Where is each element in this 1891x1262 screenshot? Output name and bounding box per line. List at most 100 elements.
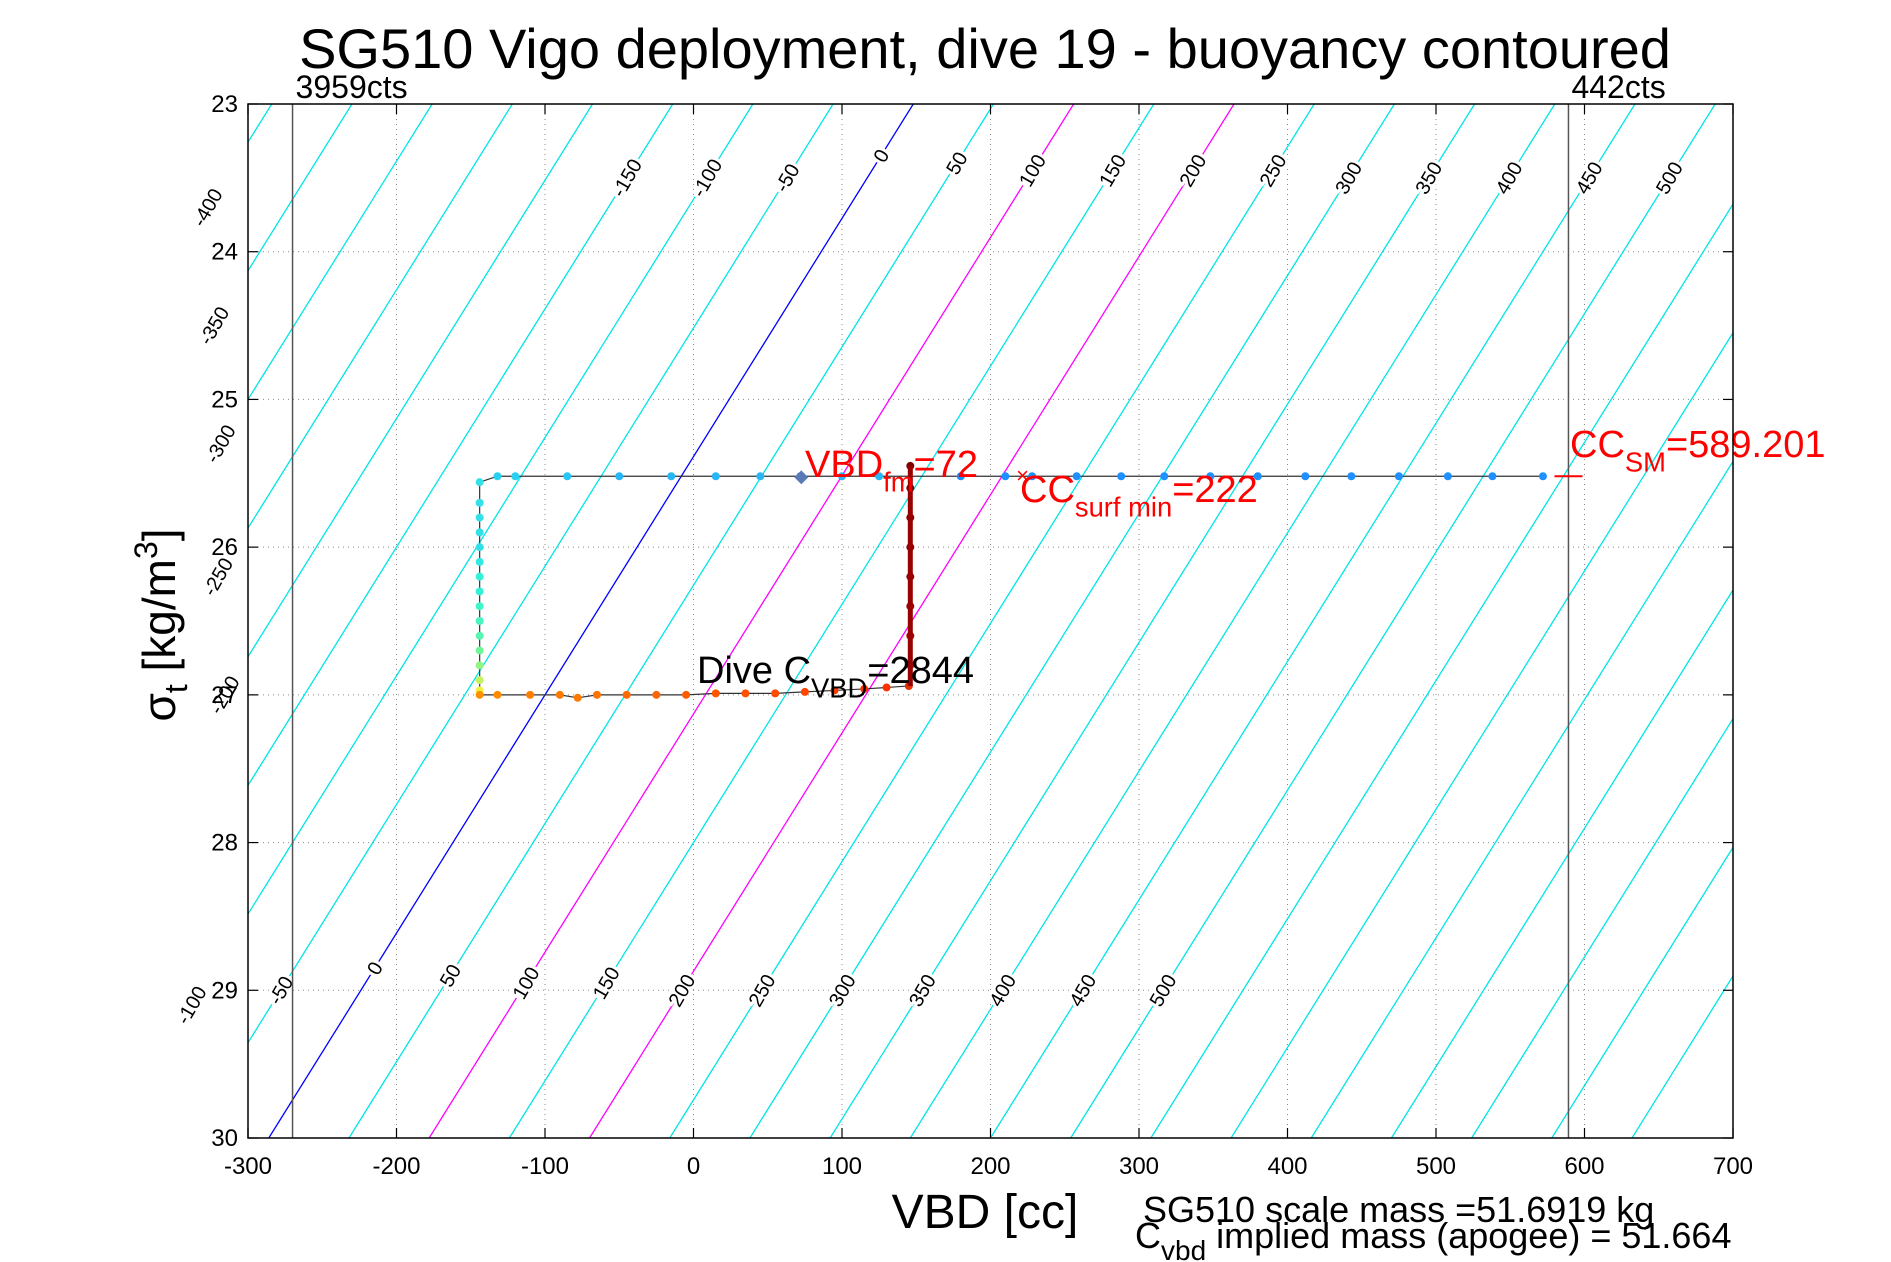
cc-surf-min-label-value: =222: [1172, 469, 1258, 511]
dive-cvbd-label-value: =2844: [867, 650, 974, 692]
contour-line: [1310, 460, 1733, 1138]
x-tick-label: -100: [521, 1153, 569, 1180]
dive-trace-point: [475, 513, 484, 522]
implied-mass-rest: implied mass (apogee) = 51.664: [1206, 1215, 1731, 1256]
x-tick-label: 500: [1416, 1153, 1456, 1180]
x-tick-label: 400: [1267, 1153, 1307, 1180]
dive-trace-point: [1347, 472, 1356, 481]
contour-line: [1230, 331, 1733, 1138]
x-tick-label: 300: [1119, 1153, 1159, 1180]
contour-line: [248, 104, 513, 530]
contour-line: [248, 104, 594, 658]
vbd-fm-label-value: =72: [914, 444, 978, 486]
dive-trace-point: [711, 472, 720, 481]
y-tick-label: 23: [211, 91, 238, 118]
x-tick-label: 100: [822, 1153, 862, 1180]
dive-trace-point: [563, 472, 572, 481]
x-tick-label: 700: [1713, 1153, 1753, 1180]
dive-trace-point: [555, 690, 564, 699]
dive-trace-point: [838, 472, 846, 481]
contour-line: [1390, 588, 1733, 1138]
reference-line-label: 442cts: [1571, 69, 1665, 105]
dive-trace-point: [475, 557, 484, 566]
vbd-fm-label: VBDfm=72: [805, 444, 978, 497]
contour-line: [749, 104, 1395, 1138]
y-tick-label: 26: [211, 534, 238, 561]
dive-trace-point: [1117, 472, 1126, 481]
dive-trace-point: [1538, 472, 1547, 481]
dive-trace-group: [475, 461, 1547, 702]
x-tick-label: -300: [224, 1153, 272, 1180]
cc-sm-label-main: CC: [1570, 424, 1625, 466]
contour-line: [909, 104, 1556, 1138]
dive-trace-point: [1443, 472, 1452, 481]
dive-trace-point: [475, 646, 484, 655]
contour-line: [248, 104, 834, 1044]
dive-trace-point: [1253, 472, 1262, 481]
x-tick-label: 0: [687, 1153, 700, 1180]
reference-line-label: 3959cts: [296, 69, 408, 105]
dive-trace-point: [1394, 472, 1403, 481]
dive-trace-point: [1206, 472, 1215, 481]
dive-trace-point: [1001, 472, 1010, 481]
contour-line: [829, 104, 1476, 1138]
dive-trace-point: [1028, 472, 1037, 481]
contour-line: [669, 104, 1315, 1138]
dive-trace-point: [652, 690, 661, 699]
implied-mass-label: Cvbd implied mass (apogee) = 51.664: [1135, 1215, 1731, 1262]
contour-line: [1150, 202, 1733, 1138]
dive-trace-point: [475, 572, 484, 581]
dive-trace-point: [475, 602, 484, 611]
vbd-fm-label-sub: fm: [883, 466, 913, 497]
implied-mass-c: C: [1135, 1215, 1161, 1256]
dive-trace-point: [475, 543, 484, 552]
contour-line: [989, 104, 1636, 1138]
dive-trace-point: [592, 690, 601, 699]
contour-line: [248, 104, 674, 787]
y-axis-label: σt [kg/m3]: [128, 528, 194, 721]
contour-line: [1551, 846, 1733, 1138]
dive-trace-point: [956, 472, 965, 481]
y-tick-label: 29: [211, 977, 238, 1004]
x-tick-label: 600: [1564, 1153, 1604, 1180]
y-tick-label: 25: [211, 386, 238, 413]
dive-trace-point: [830, 686, 839, 695]
dive-trace-point: [493, 690, 502, 699]
implied-mass-sub: vbd: [1161, 1235, 1206, 1262]
dive-trace-point: [475, 617, 484, 625]
dive-trace-point: [475, 478, 484, 487]
dive-trace-point: [1488, 472, 1497, 481]
x-tick-label: -200: [372, 1153, 420, 1180]
dive-trace-point: [860, 684, 869, 693]
contour-line: [428, 104, 1075, 1138]
dive-trace-point: [475, 631, 484, 640]
dive-cvbd-label: Dive CVBD=2844: [697, 650, 974, 703]
cc-sm-label-sub: SM: [1625, 446, 1666, 477]
cc-surf-min-label-main: CC: [1020, 469, 1075, 511]
dive-cvbd-label-main: Dive C: [697, 650, 811, 692]
dive-trace-point: [1301, 472, 1310, 481]
scale-mass-label: SG510 scale mass =51.6919 kg: [1143, 1189, 1654, 1230]
y-tick-label: 30: [211, 1125, 238, 1152]
contour-line: [268, 104, 914, 1138]
dive-trace-point: [622, 690, 631, 699]
contour-lines: [248, 104, 1733, 1138]
dive-trace-point: [875, 472, 884, 481]
dive-trace-point: [800, 687, 809, 696]
cc-sm-label: CCSM=589.201: [1570, 424, 1826, 477]
dive-cvbd-label-sub: VBD: [811, 672, 867, 703]
contour-line: [348, 104, 995, 1138]
x-axis-label: VBD [cc]: [892, 1186, 1079, 1239]
dive-trace-point: [526, 690, 535, 699]
cc-surf-min-label-sub: surf min: [1075, 491, 1172, 522]
cc-surf-min-marker: ×: [1016, 463, 1029, 488]
dive-trace-point: [475, 587, 484, 596]
contour-line: [248, 104, 754, 916]
y-label-units: [kg/m: [133, 559, 185, 684]
dive-trace-point: [475, 676, 484, 685]
y-tick-label: 28: [211, 830, 238, 857]
y-tick-label: 24: [211, 239, 238, 266]
contour-line: [1471, 717, 1733, 1138]
